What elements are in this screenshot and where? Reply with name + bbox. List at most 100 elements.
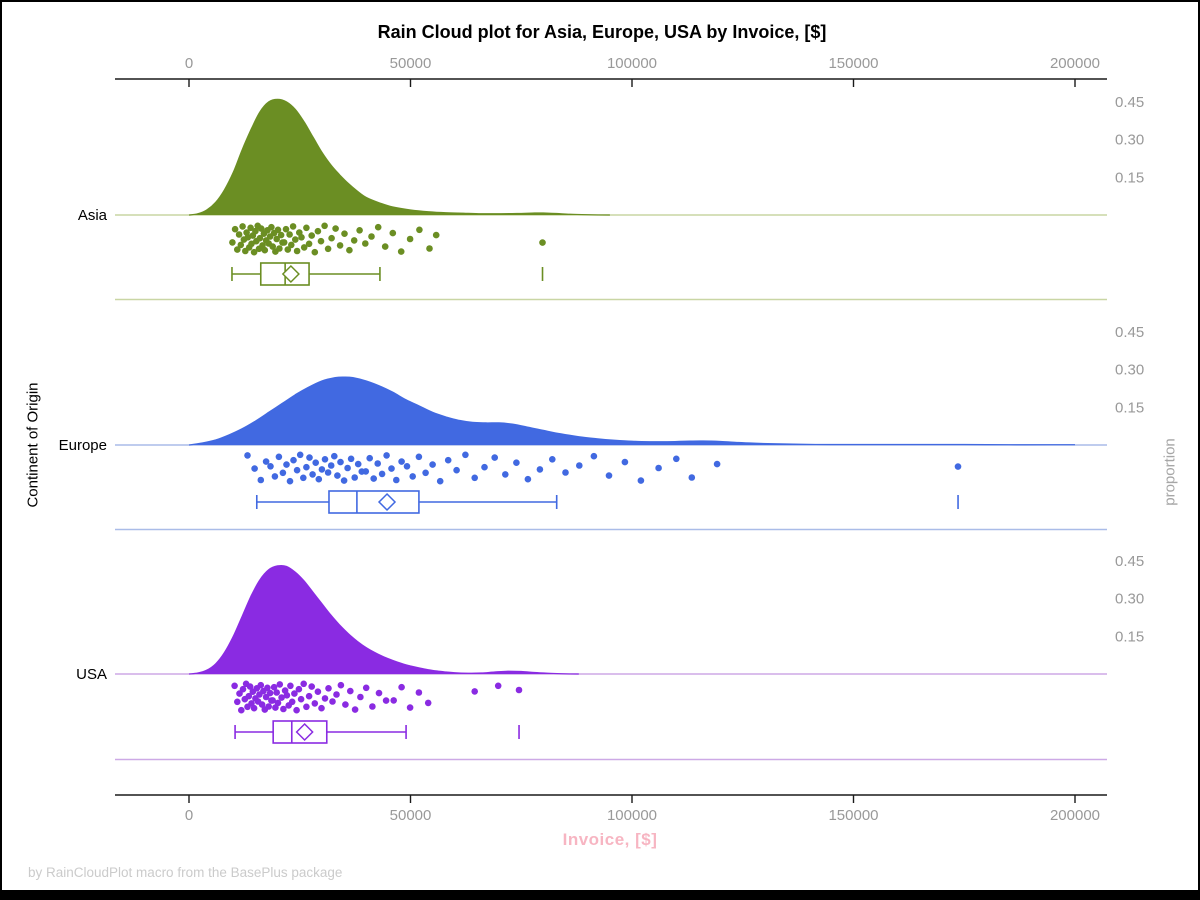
rain-point (524, 475, 532, 483)
x-tick-label: 200000 (1050, 807, 1100, 824)
panel-asia: 0.15 0.30 0.45 Asia (78, 94, 1144, 301)
rain-point (381, 243, 389, 250)
rain-point (549, 456, 556, 463)
rain-point (328, 234, 335, 242)
rain-point (406, 235, 414, 243)
panel-europe: 0.15 0.30 0.45 Europe (59, 324, 1144, 531)
x-tick-label: 0 (185, 55, 193, 72)
rain-point (279, 469, 287, 477)
proportion-tick-label: 0.15 (1115, 399, 1144, 416)
rain-point (332, 225, 339, 232)
rain-point (375, 689, 383, 697)
proportion-tick-label: 0.30 (1115, 362, 1144, 379)
rain-point (383, 452, 390, 459)
rain-point (954, 463, 962, 470)
rain-point (237, 241, 245, 249)
rain-point (275, 453, 283, 461)
rain-point (280, 705, 287, 713)
rain-point (324, 469, 332, 476)
rain-point (280, 239, 288, 246)
rain-point (298, 234, 305, 241)
rain-point (713, 460, 721, 468)
mean-diamond (377, 492, 397, 512)
rain-point (236, 690, 243, 697)
rain-point (388, 465, 395, 472)
rain-point (283, 461, 290, 468)
rain-point (471, 688, 479, 695)
rain-point (312, 459, 320, 467)
rain-point (269, 697, 277, 704)
mean-diamond (281, 264, 300, 284)
category-label: Europe (59, 437, 107, 454)
rain-point (305, 240, 313, 248)
rain-point (300, 244, 308, 251)
proportion-tick-label: 0.45 (1115, 324, 1144, 341)
rain-point (562, 469, 569, 476)
rain-point (351, 474, 359, 481)
rain-point (390, 697, 398, 704)
rain-points (229, 222, 546, 256)
rain-point (515, 686, 523, 694)
rain-point (374, 460, 382, 467)
rain-point (229, 239, 236, 246)
rain-point (536, 466, 544, 473)
rain-point (398, 683, 405, 691)
rain-point (366, 454, 374, 462)
rain-point (403, 463, 411, 470)
rain-point (344, 464, 351, 472)
rain-point (374, 223, 382, 231)
boxplot-usa (234, 720, 520, 744)
rain-point (256, 234, 264, 242)
rain-point (337, 681, 345, 689)
rain-point (444, 456, 452, 464)
rain-point (324, 245, 332, 253)
rain-point (238, 706, 245, 714)
rain-point (502, 471, 509, 478)
rain-point (333, 691, 340, 698)
category-label: Asia (78, 207, 108, 224)
rain-point (337, 458, 344, 466)
rain-point (351, 706, 359, 713)
rain-point (234, 246, 241, 253)
boxplot-asia (231, 262, 544, 286)
rain-point (267, 463, 274, 470)
rain-point (293, 466, 301, 474)
proportion-tick-label: 0.45 (1115, 94, 1144, 111)
x-tick-label: 150000 (828, 807, 878, 824)
x-tick-label: 0 (185, 807, 193, 824)
rain-point (288, 698, 296, 706)
x-tick-label: 50000 (390, 55, 432, 72)
rain-point (308, 683, 316, 690)
density-area (189, 377, 1075, 445)
chart-title: Rain Cloud plot for Asia, Europe, USA by… (377, 22, 827, 42)
rain-point (673, 455, 680, 463)
x-tick-label: 100000 (607, 807, 657, 824)
rain-point (398, 458, 405, 465)
rain-point (300, 680, 308, 688)
rain-point (235, 231, 243, 238)
rain-point (605, 472, 613, 479)
rain-point (277, 231, 285, 239)
rain-point (315, 475, 323, 483)
rain-point (287, 682, 294, 690)
rain-point (257, 225, 265, 232)
rain-point (231, 682, 238, 690)
rain-point (331, 452, 338, 460)
rain-point (239, 223, 246, 230)
rain-point (292, 236, 299, 243)
rain-point (296, 451, 304, 459)
rain-point (274, 699, 282, 707)
density-outline (188, 564, 579, 675)
rain-point (231, 225, 239, 233)
rain-point (424, 699, 432, 707)
x-axis-top: 0 50000 100000 150000 200000 (115, 55, 1107, 87)
rain-point (321, 695, 329, 702)
bottom-border-bar (2, 890, 1198, 898)
rain-point (356, 227, 363, 234)
rain-point (415, 689, 423, 696)
rain-point (245, 692, 253, 700)
rain-point (354, 460, 362, 468)
rain-point (357, 693, 364, 701)
x-axis-bottom: 0 50000 100000 150000 200000 (115, 794, 1107, 824)
